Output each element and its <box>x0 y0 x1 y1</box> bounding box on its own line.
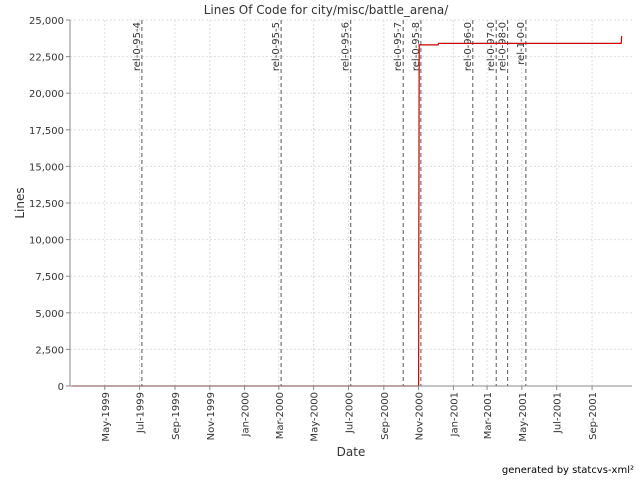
x-tick-label: Nov-2000 <box>415 392 426 440</box>
generator-credit: generated by statcvs-xml² <box>501 465 634 476</box>
x-tick-label: May-2000 <box>310 392 321 442</box>
y-tick-label: 12,500 <box>29 199 64 210</box>
x-tick-label: Jan-2001 <box>449 392 460 437</box>
y-axis-label: Lines <box>13 187 27 218</box>
release-marker-label: rel-0-96-0 <box>463 22 474 71</box>
x-tick-label: Jul-1999 <box>136 392 147 434</box>
loc-series-line <box>72 36 623 387</box>
release-marker-label: rel-0-95-6 <box>341 22 352 71</box>
release-marker-label: rel-0-97-0 <box>486 22 497 71</box>
x-tick-label: Jul-2001 <box>553 392 564 434</box>
x-tick-label: Nov-1999 <box>206 392 217 440</box>
release-marker-label: rel-0-98-0 <box>498 22 509 71</box>
y-tick-label: 20,000 <box>29 89 64 100</box>
release-marker-label: rel-0-95-5 <box>271 22 282 71</box>
x-tick-label: Sep-2001 <box>588 392 599 440</box>
x-tick-labels: May-1999 Jul-1999 Sep-1999 Nov-1999 Jan-2000… <box>101 386 599 442</box>
y-tick-label: 22,500 <box>29 53 64 64</box>
release-markers: rel-0-95-4 rel-0-95-5 rel-0-95-6 rel-0-95-7… <box>132 20 527 386</box>
release-marker-label: rel-0-95-4 <box>132 22 143 71</box>
x-tick-label: Mar-2000 <box>275 392 286 439</box>
y-tick-labels: 0 2,500 5,000 7,500 10,000 12,500 15,000 17,500… <box>29 16 70 393</box>
chart-title: Lines Of Code for city/misc/battle_arena… <box>204 3 450 17</box>
y-tick-label: 15,000 <box>29 162 64 173</box>
x-tick-label: Sep-2000 <box>380 392 391 440</box>
y-tick-label: 17,500 <box>29 126 64 137</box>
x-axis-label: Date <box>337 445 366 459</box>
release-marker-label: rel-0-95-7 <box>393 22 404 71</box>
y-tick-label: 2,500 <box>35 345 64 356</box>
x-tick-label: Jan-2000 <box>241 392 252 437</box>
release-marker-label: rel-0-95-8 <box>411 22 422 71</box>
y-tick-label: 10,000 <box>29 236 64 247</box>
y-tick-label: 5,000 <box>35 309 64 320</box>
x-tick-label: May-2001 <box>518 392 529 442</box>
y-tick-label: 7,500 <box>35 272 64 283</box>
x-tick-label: Sep-1999 <box>171 392 182 440</box>
y-tick-label: 0 <box>58 382 64 393</box>
x-tick-label: Mar-2001 <box>483 392 494 439</box>
series-lines <box>72 36 623 387</box>
x-tick-label: Jul-2000 <box>344 392 355 434</box>
x-tick-label: May-1999 <box>101 392 112 442</box>
y-tick-label: 25,000 <box>29 16 64 27</box>
